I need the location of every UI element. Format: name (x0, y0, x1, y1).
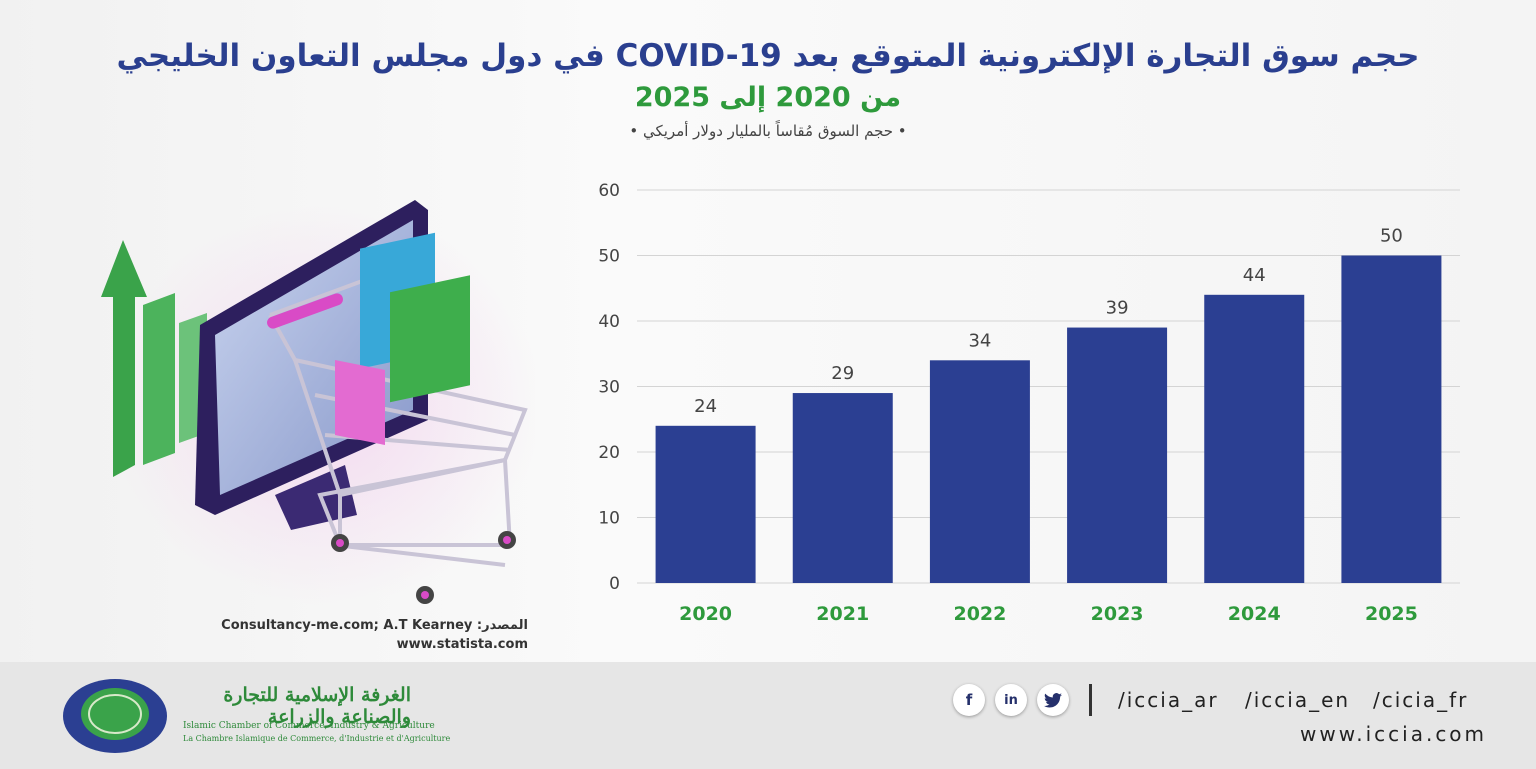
y-tick-label: 20 (598, 443, 620, 463)
y-tick-label: 40 (598, 312, 620, 332)
data-label: 44 (1243, 265, 1266, 286)
y-tick-label: 10 (598, 509, 620, 529)
chart-title: حجم سوق التجارة الإلكترونية المتوقع بعد … (116, 38, 1420, 74)
footer-band (0, 662, 1536, 769)
y-tick-label: 50 (598, 247, 620, 267)
x-tick-label: 2021 (816, 603, 869, 625)
bar (655, 425, 756, 583)
org-name-arabic: الغرفة الإسلامية للتجارة والصناعة والزرا… (223, 684, 411, 728)
x-tick-label: 2023 (1091, 603, 1144, 625)
y-tick-label: 30 (598, 378, 620, 398)
org-name-english: Islamic Chamber of Commerce, Industry & … (183, 721, 435, 731)
iccia-logo-icon (63, 679, 167, 753)
source-link[interactable]: www.statista.com (396, 637, 528, 652)
bar-chart: 0 10 20 30 40 50 60 24 2020 29 2021 34 2022 39 2023 44 2… (598, 181, 1460, 625)
linkedin-icon[interactable]: in (995, 684, 1027, 716)
chart-title-years: من 2020 إلى 2025 (634, 82, 902, 113)
bar (792, 393, 893, 583)
x-tick-label: 2022 (953, 603, 1006, 625)
twitter-icon[interactable] (1037, 684, 1069, 716)
facebook-icon[interactable]: f (953, 684, 985, 716)
data-label: 34 (968, 330, 991, 351)
y-tick-label: 60 (598, 181, 620, 201)
bar (1341, 255, 1442, 583)
bar (929, 360, 1030, 583)
bar (1067, 327, 1168, 583)
chart-subtitle: • حجم السوق مُقاساً بالمليار دولار أمريك… (629, 122, 907, 140)
website-link[interactable]: www.iccia.com (1300, 722, 1488, 746)
divider (1089, 684, 1092, 716)
org-name-french: La Chambre Islamique de Commerce, d'Indu… (183, 734, 451, 743)
bar (1204, 294, 1305, 583)
x-tick-label: 2020 (679, 603, 732, 625)
data-label: 50 (1380, 226, 1403, 247)
x-tick-label: 2024 (1228, 603, 1281, 625)
handle-en[interactable]: /iccia_en (1245, 688, 1351, 712)
data-label: 29 (831, 363, 854, 384)
handle-ar[interactable]: /iccia_ar (1118, 688, 1219, 712)
y-tick-label: 0 (609, 574, 620, 594)
handle-fr[interactable]: /cicia_fr (1373, 688, 1469, 712)
x-tick-label: 2025 (1365, 603, 1418, 625)
source-text: المصدر: Consultancy-me.com; A.T Kearney (221, 618, 528, 633)
data-label: 24 (694, 396, 717, 417)
data-label: 39 (1106, 298, 1129, 319)
ecommerce-illustration (101, 200, 535, 605)
